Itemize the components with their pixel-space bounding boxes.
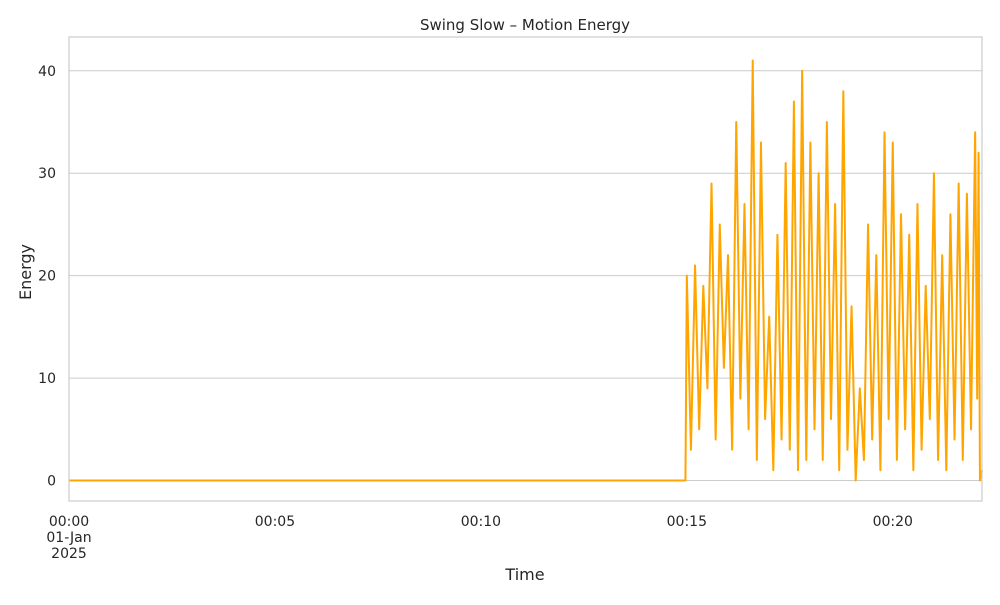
x-tick-label: 00:10 xyxy=(461,514,501,530)
y-axis-title: Energy xyxy=(16,244,35,300)
plot-frame xyxy=(68,36,983,502)
y-tick-labels: 0 10 20 30 40 xyxy=(38,64,56,490)
y-tick-label: 40 xyxy=(38,64,56,80)
y-tick-label: 10 xyxy=(38,371,56,387)
x-tick-label: 00:00 xyxy=(49,514,89,530)
x-axis-title: Time xyxy=(504,565,544,584)
y-tick-label: 30 xyxy=(38,166,56,182)
y-tick-label: 20 xyxy=(38,269,56,285)
x-tick-label: 00:20 xyxy=(873,514,913,530)
series-layer xyxy=(69,59,983,482)
x-tick-label: 00:05 xyxy=(255,514,295,530)
y-tick-label: 0 xyxy=(47,474,56,490)
chart-title: Swing Slow – Motion Energy xyxy=(420,16,630,34)
x-tick-sublabel: 2025 xyxy=(51,546,87,562)
x-tick-sublabel: 01-Jan xyxy=(46,530,91,546)
x-tick-label: 00:15 xyxy=(667,514,707,530)
series-line xyxy=(69,59,983,482)
